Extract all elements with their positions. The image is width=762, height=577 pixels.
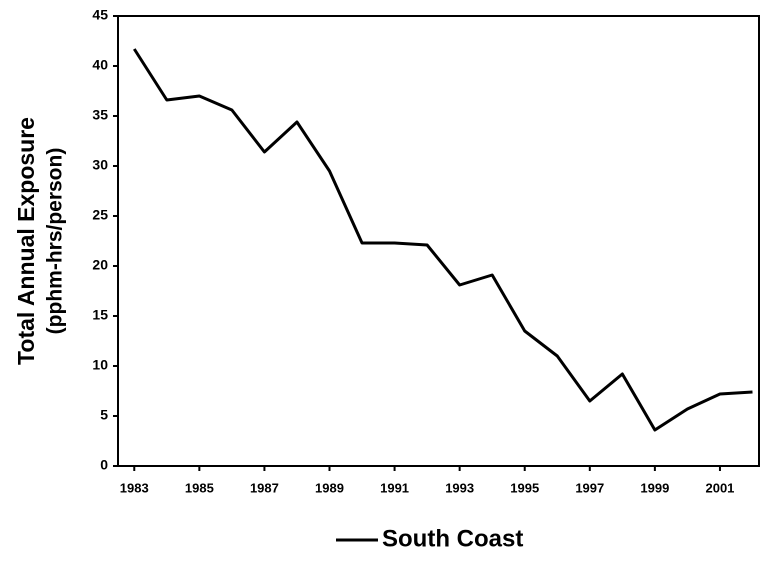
x-tick-label: 1993	[445, 480, 474, 495]
plot-frame	[117, 15, 760, 467]
y-tick-label: 0	[100, 457, 108, 473]
y-tick-label: 10	[92, 357, 108, 373]
y-tick-label: 15	[92, 307, 108, 323]
y-tick-label: 45	[92, 7, 108, 23]
x-tick-label: 1991	[380, 480, 409, 495]
x-tick-label: 1987	[250, 480, 279, 495]
y-tick-label: 40	[92, 57, 108, 73]
x-tick-label: 1997	[575, 480, 604, 495]
y-tick-label: 30	[92, 157, 108, 173]
x-tick-label: 1999	[640, 480, 669, 495]
x-tick-label: 2001	[705, 480, 734, 495]
y-axis-label: (pphm-hrs/person)	[44, 148, 67, 335]
x-tick-label: 1989	[315, 480, 344, 495]
y-axis-label: Total Annual Exposure	[13, 117, 39, 365]
y-tick-label: 5	[100, 407, 108, 423]
y-tick-label: 25	[92, 207, 108, 223]
x-tick-label: 1983	[120, 480, 149, 495]
x-tick-label: 1985	[185, 480, 214, 495]
legend-label: South Coast	[382, 525, 523, 552]
y-tick-label: 20	[92, 257, 108, 273]
y-tick-label: 35	[92, 107, 108, 123]
x-tick-label: 1995	[510, 480, 539, 495]
data-line	[133, 48, 753, 432]
